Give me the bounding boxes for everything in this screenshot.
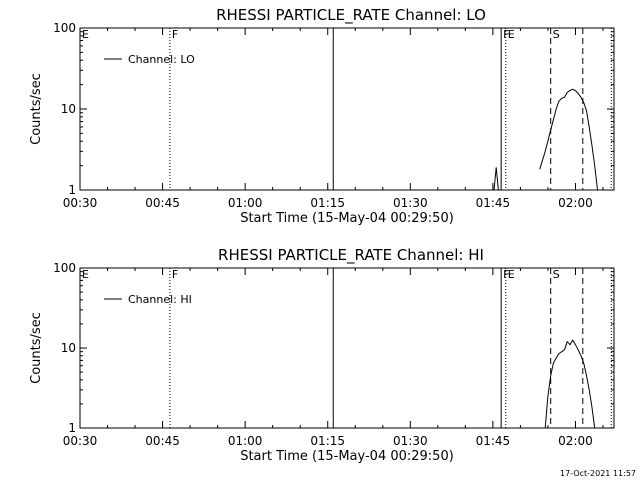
event-marker-label: E [82,28,89,41]
event-marker-label: E [82,268,89,281]
event-marker-label: F [172,268,178,281]
y-tick-label: 1 [68,421,76,435]
event-marker-label: F [503,268,509,281]
series-line [539,88,598,191]
x-tick-label: 01:30 [393,196,428,210]
series-line [493,167,499,191]
x-axis-label: Start Time (15-May-04 00:29:50) [240,211,454,226]
x-tick-label: 01:00 [228,196,263,210]
event-marker-label: S [553,268,560,281]
footer-timestamp: 17-Oct-2021 11:57 [560,469,636,478]
x-tick-label: 02:00 [558,196,593,210]
panel-lo: RHESSI PARTICLE_RATE Channel: LO 00:30 00:… [29,6,615,226]
chart-title: RHESSI PARTICLE_RATE Channel: HI [218,246,484,265]
x-tick-label: 01:45 [476,196,511,210]
x-tick-label: 01:15 [310,196,345,210]
y-tick-label: 100 [53,21,76,35]
x-tick-label: 00:30 [63,434,98,448]
event-marker-label: E [508,268,515,281]
x-tick-label: 01:15 [310,434,345,448]
panel-hi: RHESSI PARTICLE_RATE Channel: HI 00:30 00:… [29,246,615,464]
y-tick-label: 1 [68,183,76,197]
x-tick-label: 00:45 [145,434,180,448]
x-axis-label: Start Time (15-May-04 00:29:50) [240,449,454,464]
event-marker-label: F [503,28,509,41]
y-axis-label: Counts/sec [29,73,44,145]
y-tick-label: 10 [61,341,76,355]
legend-label: Channel: HI [128,293,192,306]
y-axis-label: Counts/sec [29,312,44,384]
y-tick-label: 100 [53,261,76,275]
x-tick-label: 00:45 [145,196,180,210]
x-tick-label: 01:30 [393,434,428,448]
x-tick-label: 01:45 [476,434,511,448]
plot-frame [79,267,615,429]
x-tick-label: 02:00 [558,434,593,448]
event-marker-label: S [553,28,560,41]
event-marker-label: E [508,28,515,41]
series-line [544,339,596,429]
event-marker-label: F [172,28,178,41]
x-tick-label: 00:30 [63,196,98,210]
legend-label: Channel: LO [128,53,195,66]
chart-title: RHESSI PARTICLE_RATE Channel: LO [216,6,486,25]
y-tick-label: 10 [61,102,76,116]
x-tick-label: 01:00 [228,434,263,448]
